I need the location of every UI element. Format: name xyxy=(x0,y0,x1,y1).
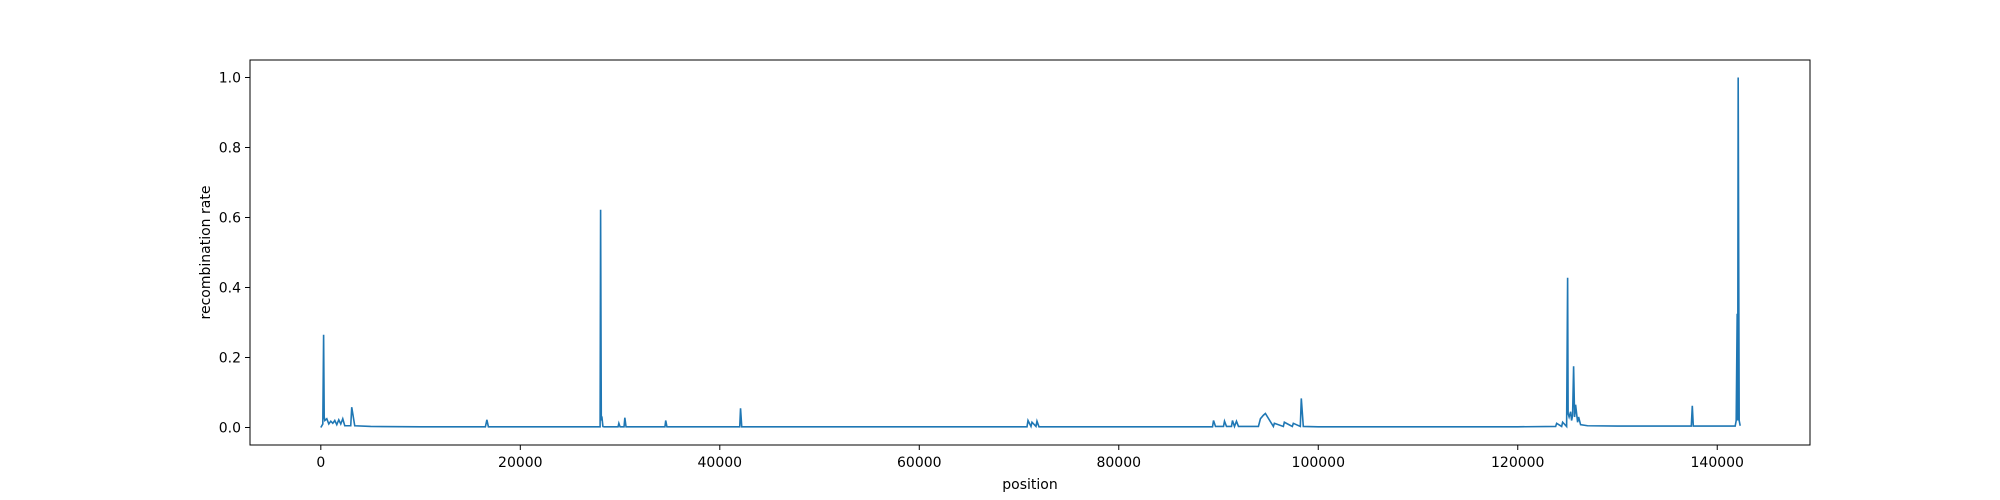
x-tick-label: 40000 xyxy=(698,455,743,471)
x-tick-label: 0 xyxy=(316,455,325,471)
x-tick-label: 120000 xyxy=(1491,455,1544,471)
x-axis-label: position xyxy=(1002,477,1057,493)
x-tick-label: 60000 xyxy=(897,455,942,471)
y-axis-label: recombination rate xyxy=(198,186,214,320)
y-tick-label: 0.4 xyxy=(219,281,241,297)
x-tick-label: 100000 xyxy=(1292,455,1345,471)
y-tick-label: 0.8 xyxy=(219,141,241,157)
y-tick-label: 1.0 xyxy=(219,71,241,87)
x-tick-label: 140000 xyxy=(1691,455,1744,471)
x-tick-label: 20000 xyxy=(498,455,543,471)
y-tick-label: 0.6 xyxy=(219,211,241,227)
y-tick-label: 0.2 xyxy=(219,351,241,367)
x-tick-label: 80000 xyxy=(1096,455,1141,471)
y-axis-ticks: 0.0 0.2 0.4 0.6 0.8 1.0 xyxy=(219,71,250,437)
plot-area-frame xyxy=(249,59,1811,446)
series-line xyxy=(320,77,1741,429)
y-tick-label: 0.0 xyxy=(219,421,241,437)
x-axis-ticks: 0 20000 40000 60000 80000 100000 120000 140000 xyxy=(316,445,1744,471)
